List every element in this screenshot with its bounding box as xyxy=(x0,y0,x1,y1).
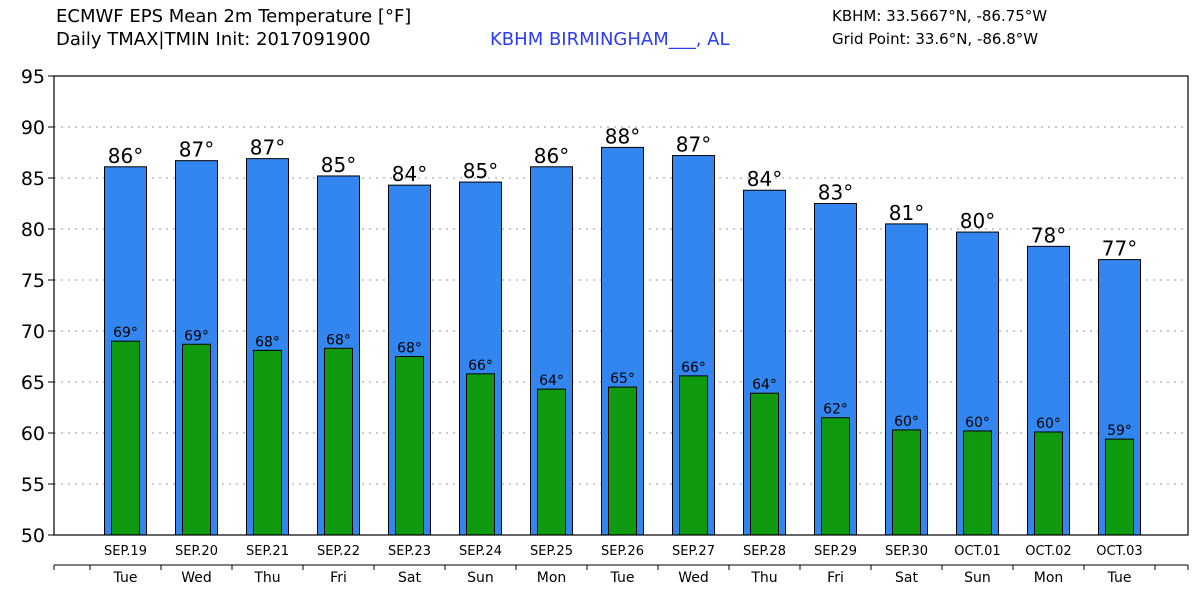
tmin-value-label: 66° xyxy=(681,360,706,376)
tmax-value-label: 87° xyxy=(676,133,711,157)
x-date-label: SEP.26 xyxy=(601,544,644,559)
x-day-label: Tue xyxy=(113,570,138,586)
x-date-label: SEP.23 xyxy=(388,544,431,559)
x-date-label: SEP.21 xyxy=(246,544,289,559)
tmax-value-label: 86° xyxy=(108,144,143,168)
x-date-label: SEP.19 xyxy=(104,544,147,559)
x-date-label: SEP.24 xyxy=(459,544,502,559)
tmin-bar xyxy=(608,386,637,536)
tmin-value-label: 69° xyxy=(113,325,138,341)
tmin-bar xyxy=(750,392,779,536)
x-day-label: Tue xyxy=(1107,570,1132,586)
grid-point-coordinates: Grid Point: 33.6°N, -86.8°W xyxy=(832,30,1039,48)
x-day-label: Wed xyxy=(678,570,709,586)
y-tick-label: 55 xyxy=(21,474,45,496)
x-date-label: SEP.30 xyxy=(885,544,928,559)
y-tick-label: 90 xyxy=(21,117,45,139)
tmin-value-label: 68° xyxy=(255,334,280,350)
x-date-label: SEP.22 xyxy=(317,544,360,559)
tmax-value-label: 86° xyxy=(534,144,569,168)
x-date-label: OCT.03 xyxy=(1096,544,1142,559)
x-day-label: Fri xyxy=(827,570,844,586)
y-tick-label: 65 xyxy=(21,372,45,394)
x-date-label: SEP.29 xyxy=(814,544,857,559)
tmin-bar xyxy=(253,349,282,536)
tmin-bar xyxy=(821,417,850,536)
y-tick-label: 80 xyxy=(21,219,45,241)
tmin-value-label: 68° xyxy=(397,341,422,357)
x-date-label: OCT.01 xyxy=(954,544,1000,559)
x-day-label: Mon xyxy=(537,570,567,586)
tmin-bar xyxy=(324,347,353,536)
tmax-value-label: 85° xyxy=(463,159,498,183)
tmin-value-label: 68° xyxy=(326,332,351,348)
tmax-value-label: 80° xyxy=(960,209,995,233)
x-day-label: Sat xyxy=(895,570,918,586)
tmin-value-label: 60° xyxy=(894,414,919,430)
x-date-label: SEP.20 xyxy=(175,544,218,559)
tmax-value-label: 77° xyxy=(1102,237,1137,261)
tmin-value-label: 59° xyxy=(1107,423,1132,439)
y-tick-label: 50 xyxy=(21,525,45,547)
y-tick-label: 85 xyxy=(21,168,45,190)
tmax-value-label: 88° xyxy=(605,124,640,148)
tmin-bar xyxy=(182,343,211,536)
tmin-value-label: 69° xyxy=(184,328,209,344)
tmax-value-label: 87° xyxy=(179,138,214,162)
tmin-value-label: 64° xyxy=(752,377,777,393)
y-tick-label: 60 xyxy=(21,423,45,445)
tmin-value-label: 60° xyxy=(1036,416,1061,432)
tmin-value-label: 62° xyxy=(823,402,848,418)
tmax-value-label: 84° xyxy=(747,167,782,191)
x-day-label: Fri xyxy=(330,570,347,586)
y-tick-label: 95 xyxy=(21,66,45,88)
x-day-label: Tue xyxy=(610,570,635,586)
tmin-bar xyxy=(537,388,566,536)
x-day-label: Thu xyxy=(253,570,280,586)
tmin-bar xyxy=(466,373,495,536)
x-date-label: SEP.28 xyxy=(743,544,786,559)
tmin-bar xyxy=(1105,438,1134,536)
tmin-value-label: 60° xyxy=(965,415,990,431)
tmin-bar xyxy=(111,340,140,536)
tmax-value-label: 84° xyxy=(392,162,427,186)
tmin-value-label: 65° xyxy=(610,371,635,387)
x-day-label: Mon xyxy=(1034,570,1064,586)
tmin-bar xyxy=(892,429,921,536)
tmin-bar xyxy=(395,356,424,536)
tmin-value-label: 64° xyxy=(539,373,564,389)
x-day-label: Thu xyxy=(750,570,777,586)
x-date-label: SEP.25 xyxy=(530,544,573,559)
tmax-value-label: 87° xyxy=(250,136,285,160)
tmin-bar xyxy=(1034,431,1063,536)
tmax-value-label: 81° xyxy=(889,201,924,225)
tmin-bar xyxy=(679,375,708,536)
x-date-label: OCT.02 xyxy=(1025,544,1071,559)
tmin-value-label: 66° xyxy=(468,358,493,374)
station-coordinates: KBHM: 33.5667°N, -86.75°W xyxy=(832,7,1048,25)
tmax-value-label: 83° xyxy=(818,181,853,205)
x-day-label: Sun xyxy=(467,570,494,586)
plot-frame xyxy=(53,75,1189,536)
y-tick-label: 75 xyxy=(21,270,45,292)
tmin-bar xyxy=(963,430,992,536)
x-date-label: SEP.27 xyxy=(672,544,715,559)
y-tick-label: 70 xyxy=(21,321,45,343)
x-day-label: Sun xyxy=(964,570,991,586)
x-day-label: Wed xyxy=(181,570,212,586)
chart-title: ECMWF EPS Mean 2m Temperature [°F] xyxy=(56,6,412,27)
location-label: KBHM BIRMINGHAM___, AL xyxy=(490,29,730,50)
tmax-value-label: 85° xyxy=(321,153,356,177)
tmax-value-label: 78° xyxy=(1031,223,1066,247)
x-day-label: Sat xyxy=(398,570,421,586)
chart-subtitle: Daily TMAX|TMIN Init: 2017091900 xyxy=(56,29,371,50)
